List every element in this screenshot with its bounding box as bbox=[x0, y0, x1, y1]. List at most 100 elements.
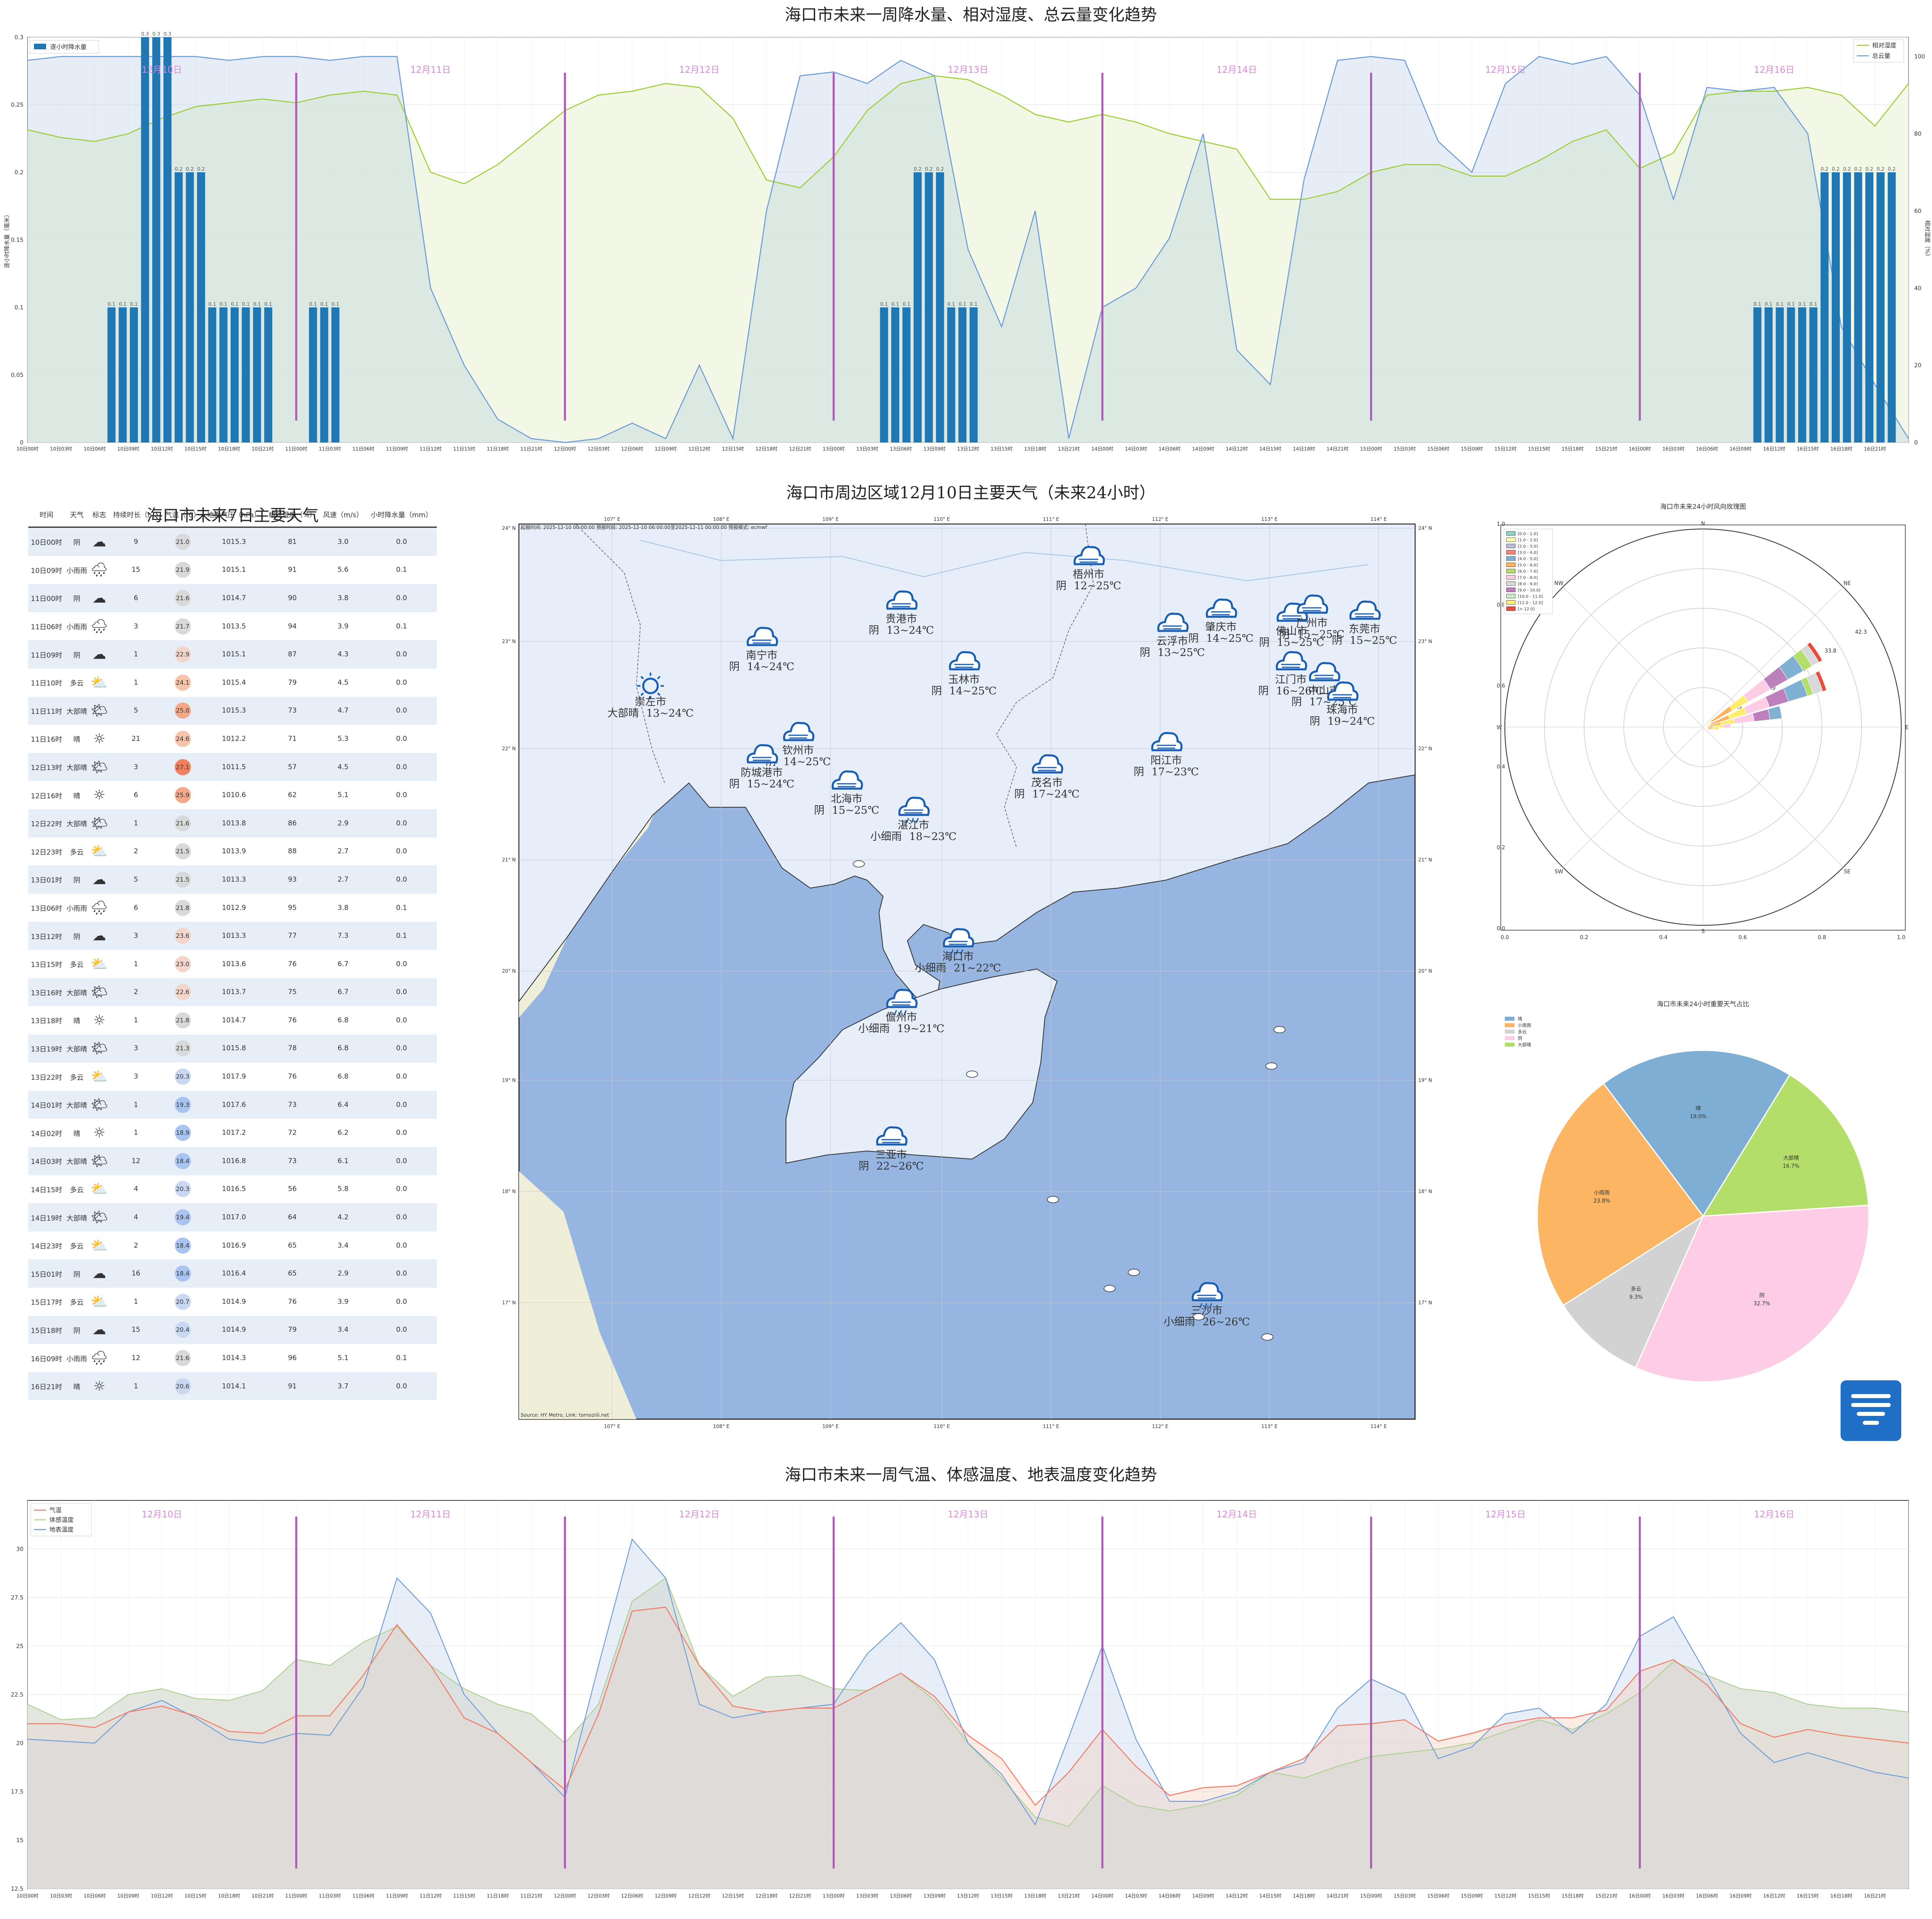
x-tick-label: 10日18时 bbox=[218, 446, 240, 452]
x-tick-label: 11日15时 bbox=[453, 446, 475, 452]
x-tick-label: 10日12时 bbox=[151, 446, 173, 452]
x-tick-label: 11日03时 bbox=[319, 1893, 341, 1899]
precip-bar bbox=[253, 307, 261, 442]
slice-label: 小雨雨 bbox=[1594, 1190, 1610, 1196]
x-tick-label: 11日15时 bbox=[453, 1893, 475, 1899]
spoke bbox=[1703, 587, 1843, 728]
x-tick-label: 12日18时 bbox=[756, 446, 778, 452]
table-cell: 4.7 bbox=[320, 696, 366, 725]
direction-label: NW bbox=[1554, 581, 1563, 587]
temperature-badge: 21.6 bbox=[174, 1350, 191, 1367]
y-tick-label: 0.0 bbox=[1497, 926, 1505, 932]
temperature-cell: 22.9 bbox=[162, 640, 203, 669]
bar-value-label: 0.1 bbox=[108, 301, 115, 307]
table-cell: 13日16时 bbox=[28, 978, 65, 1007]
spacer bbox=[873, 1160, 876, 1172]
table-row: 11日09时阴 ☁ 1 22.9 1015.1 87 4.3 0.0 bbox=[28, 640, 437, 669]
cloud-icon bbox=[876, 1126, 908, 1146]
city-name: 三亚市 bbox=[875, 1149, 907, 1161]
bar-value-label: 0.2 bbox=[197, 166, 205, 172]
city-temp-range: 14~25℃ bbox=[1206, 633, 1254, 645]
table-cell: 1014.7 bbox=[222, 1016, 246, 1024]
cloud-icon bbox=[1157, 612, 1189, 632]
legend-label: [10.0 - 11.0] bbox=[1518, 595, 1543, 599]
mostly-sunny-icon: 🌤 bbox=[90, 984, 108, 1001]
precip-bar bbox=[129, 307, 138, 442]
day-label: 12月10日 bbox=[142, 65, 182, 75]
temperature-cell: 19.4 bbox=[162, 1203, 203, 1231]
x-tick-label: 15日09时 bbox=[1461, 1893, 1483, 1899]
precip-bar bbox=[1888, 172, 1896, 442]
x-tick-label: 15日00时 bbox=[1360, 446, 1382, 452]
spacer bbox=[1203, 633, 1206, 645]
table-cell: 10日00时 bbox=[28, 527, 65, 556]
lat-label: 24° N bbox=[502, 525, 516, 531]
spacer bbox=[1306, 696, 1309, 708]
lat-label: 20° N bbox=[502, 968, 516, 974]
pie-slice bbox=[1635, 1204, 1870, 1383]
temperature-badge: 23.6 bbox=[174, 928, 191, 944]
table-cell: 1017.0 bbox=[203, 1203, 265, 1231]
city-weather-text: 阴 bbox=[729, 661, 739, 673]
temperature-badge: 18.4 bbox=[174, 1237, 191, 1254]
spacer bbox=[1346, 635, 1349, 647]
lon-label: 110° E bbox=[934, 1424, 950, 1429]
city-weather-text: 小细雨 bbox=[915, 962, 946, 974]
x-tick-label: 15日15时 bbox=[1528, 1893, 1550, 1899]
temperature-badge: 18.9 bbox=[174, 1125, 191, 1141]
temperature-cell: 21.8 bbox=[162, 1006, 203, 1035]
direction-label: E bbox=[1905, 725, 1909, 731]
table-row: 11日11时 大部晴 🌤 5 25.0 1015.3 73 4.7 0.0 bbox=[28, 696, 437, 725]
city-weather: 大部晴 13~24℃ bbox=[607, 707, 693, 719]
x-tick-label: 0.4 bbox=[1659, 935, 1668, 941]
cloud-icon bbox=[1205, 598, 1237, 618]
x-tick-label: 12日00时 bbox=[554, 446, 576, 452]
temperature-cell: 20.4 bbox=[162, 1316, 203, 1344]
table-cell: 小雨雨 bbox=[66, 905, 87, 913]
table-cell: 11日11时 bbox=[28, 696, 65, 725]
slice-pct: 16.7% bbox=[1783, 1164, 1799, 1170]
y-tick-label: 30 bbox=[16, 1546, 23, 1553]
table-cell: 90 bbox=[265, 584, 320, 612]
table-cell: 76 bbox=[288, 1297, 297, 1306]
table-cell: 13日06时 bbox=[31, 905, 62, 913]
bar-value-label: 0.2 bbox=[925, 166, 933, 172]
legend-label: [1.0 - 2.0] bbox=[1518, 538, 1538, 543]
slice-label: 阴 bbox=[1759, 1293, 1765, 1299]
mostly-sunny-icon: 🌤 bbox=[90, 759, 108, 775]
x-tick-label: 12日12时 bbox=[688, 446, 710, 452]
table-cell: 3 bbox=[110, 922, 163, 950]
precip-bar bbox=[1832, 172, 1840, 442]
temperature-cell: 20.7 bbox=[162, 1288, 203, 1316]
day-label: 12月16日 bbox=[1754, 1510, 1794, 1520]
precip-bar bbox=[309, 307, 317, 442]
x-tick-label: 13日15时 bbox=[991, 1893, 1013, 1899]
x-tick-label: 16日09时 bbox=[1730, 1893, 1752, 1899]
x-tick-label: 16日18时 bbox=[1830, 1893, 1853, 1899]
x-tick-label: 12日21时 bbox=[789, 446, 811, 452]
table-cell: 2 bbox=[110, 978, 163, 1007]
spacer bbox=[744, 661, 747, 673]
table-cell: 6.7 bbox=[320, 978, 366, 1007]
table-cell: 0.0 bbox=[366, 1034, 437, 1063]
table-cell: 93 bbox=[265, 865, 320, 894]
table-cell: 14日23时 bbox=[31, 1242, 62, 1251]
table-cell: 14日02时 bbox=[31, 1130, 62, 1138]
table-cell: 12 bbox=[110, 1147, 163, 1175]
sunny-icon: ☼ bbox=[93, 1378, 106, 1394]
table-cell: 阴 bbox=[64, 584, 89, 612]
bar-value-label: 0.1 bbox=[320, 301, 328, 307]
bar-value-label: 0.1 bbox=[947, 301, 955, 307]
city-temp-range: 15~25℃ bbox=[1297, 628, 1345, 641]
table-cell: 0.0 bbox=[396, 1185, 407, 1193]
precip-bar bbox=[925, 172, 933, 442]
y-tick-label: 0.2 bbox=[1497, 845, 1505, 851]
legend-swatch bbox=[1506, 556, 1516, 561]
table-cell: 0.0 bbox=[366, 527, 437, 556]
sunny-icon: ☼ bbox=[93, 1125, 106, 1141]
temperature-badge: 19.4 bbox=[174, 1209, 191, 1226]
y-tick-label: 20 bbox=[16, 1740, 23, 1747]
